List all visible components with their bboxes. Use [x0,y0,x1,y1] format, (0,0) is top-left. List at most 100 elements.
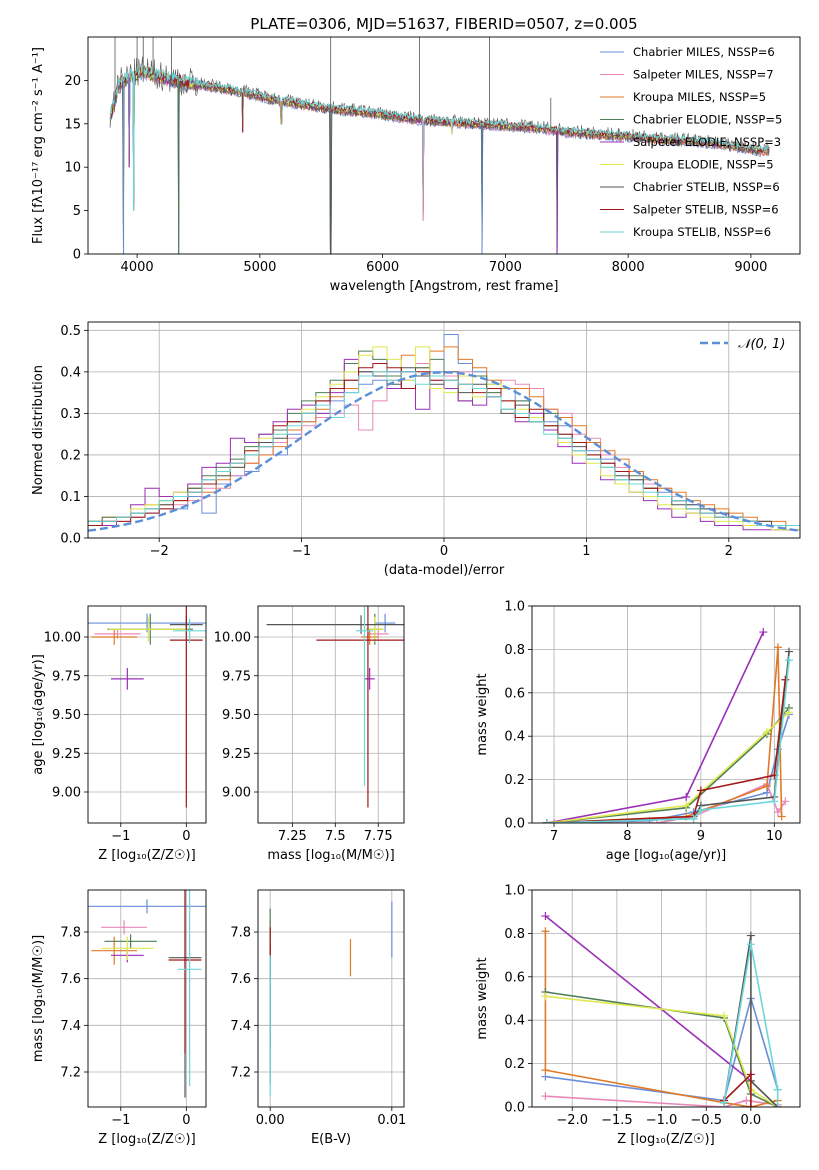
x-tick-label: 8000 [612,260,645,275]
weight-line-kroupa-elodie [546,711,790,823]
x-tick-label: 10 [766,829,783,844]
legend-entry: Salpeter ELODIE, NSSP=3 [633,135,781,149]
plot-frame [531,605,801,824]
weight-line-salpeter-elodie [544,915,752,1082]
x-tick-label: 0 [440,544,448,559]
y-tick-label: 0.0 [504,1101,525,1116]
weight-marker [762,727,771,736]
weight-marker [742,1096,751,1105]
weight-marker [682,801,691,810]
weight-marker [682,792,691,801]
y-tick-label: 9.25 [222,747,251,762]
panel-residual-distribution: −2 −1 0 1 2 0.0 0.1 0.2 0.3 0.4 0.5 (data-model)/er… [31,321,801,578]
y-tick-label: 10 [64,161,81,176]
x-tick-label: 6000 [366,260,399,275]
spectrum-series-chabrier-miles [109,70,770,254]
x-tick-label: −2.0 [556,1113,588,1128]
legend-entry: Kroupa ELODIE, NSSP=5 [633,158,774,172]
x-tick-label: 7000 [489,260,522,275]
y-tick-label: 9.75 [222,669,251,684]
legend-entry: Chabrier STELIB, NSSP=6 [633,180,780,194]
x-axis-label: Z [log₁₀(Z/Z☉)] [98,1132,195,1147]
x-tick-label: −1 [111,829,130,844]
legend-entry: Kroupa MILES, NSSP=5 [633,90,766,104]
x-tick-label: −0.5 [690,1113,722,1128]
legend-entry: Kroupa STELIB, NSSP=6 [633,225,771,239]
weight-marker [773,808,782,817]
plot-area [88,334,800,538]
weight-line-chabrier-elodie [546,707,790,823]
y-tick-label: 7.4 [60,1019,81,1034]
histogram-kroupa-stelib [88,371,800,538]
y-tick-label: 9.25 [52,747,81,762]
y-tick-label: 0.4 [504,730,525,745]
legend-entry: Chabrier MILES, NSSP=6 [633,45,775,59]
weight-marker [784,656,793,665]
y-tick-label: 0.6 [504,970,525,985]
y-tick-label: 0.4 [504,1014,525,1029]
weight-marker [746,940,755,949]
plot-frame [87,321,801,539]
y-axis-label: mass weight [475,957,490,1039]
weight-marker [696,805,705,814]
weight-marker [770,797,779,806]
y-tick-label: 5 [73,204,81,219]
legend-entry: Salpeter MILES, NSSP=7 [633,68,774,82]
weight-line-kroupa-elodie [545,995,779,1107]
x-tick-label: 0.01 [377,1113,406,1128]
legend-entry: Salpeter STELIB, NSSP=6 [633,203,779,217]
y-tick-label: 0.0 [60,532,81,547]
x-axis-label: (data-model)/error [384,563,505,578]
weight-marker [541,1092,550,1101]
x-axis-label: age [log₁₀(age/yr)] [606,848,727,863]
y-tick-label: 0.2 [504,773,525,788]
weight-marker [773,1103,782,1107]
y-tick-label: 0.4 [60,365,81,380]
weight-marker [720,1011,729,1020]
weight-marker [781,675,790,684]
y-tick-label: 9.75 [52,669,81,684]
y-tick-label: 1.0 [504,884,525,899]
x-tick-label: 7.5 [325,829,346,844]
weight-marker [746,931,755,940]
y-tick-label: 0.8 [504,643,525,658]
y-tick-label: 10.00 [44,631,81,646]
y-tick-label: 7.6 [60,972,81,987]
weight-marker [541,927,550,936]
x-tick-label: −1.0 [646,1113,678,1128]
y-tick-label: 15 [64,117,81,132]
spectrum-series-salpeter-stelib [109,65,770,217]
plot-area [88,890,206,1098]
x-axis-label: E(B-V) [311,1132,351,1147]
plot-frame [531,889,801,1108]
x-axis-label: Z [log₁₀(Z/Z☉)] [617,1132,714,1147]
panel-age-vs-mass: 7.25 7.5 7.75 9.00 9.25 9.50 9.75 10.00 mass [lo… [214,605,405,863]
x-axis-label: Z [log₁₀(Z/Z☉)] [98,848,195,863]
plot-frame [87,36,801,255]
x-tick-label: 1 [582,544,590,559]
y-tick-label: 0.3 [60,407,81,422]
plot-area [266,606,404,808]
x-tick-label: 7.75 [364,829,393,844]
weight-marker [720,1098,729,1107]
spectrum-series-chabrier-stelib [109,56,770,254]
weight-marker [746,1103,755,1107]
panel-mass-weight-vs-metallicity: −2.0 −1.5 −1.0 −0.5 0.0 0.0 0.2 0.4 0.6 0.8 1.0 Z [… [475,884,801,1147]
plot-area [541,912,782,1107]
y-tick-label: 7.8 [230,926,251,941]
panel-mass-vs-metallicity: −1 0 7.2 7.4 7.6 7.8 Z [log₁₀(Z/Z☉)] mass [log₁… [31,889,207,1147]
spectrum-series-kroupa-stelib [109,63,770,222]
y-tick-label: 7.8 [60,926,81,941]
x-tick-label: −1.5 [601,1113,633,1128]
legend-entry: 𝒩(0, 1) [738,337,785,352]
y-tick-label: 9.50 [52,708,81,723]
x-axis-label: mass [log₁₀(M/M☉)] [267,848,394,863]
plot-area [269,901,393,1096]
y-tick-label: 0.1 [60,490,81,505]
x-tick-label: 2 [725,544,733,559]
weight-marker [784,647,793,656]
panel-mass-weight-vs-age: 7 8 9 10 0.0 0.2 0.4 0.6 0.8 1.0 age [log₁₀(age/yr… [475,600,801,863]
y-tick-label: 7.6 [230,972,251,987]
plot-frame [257,605,405,824]
y-tick-label: 7.4 [230,1019,251,1034]
